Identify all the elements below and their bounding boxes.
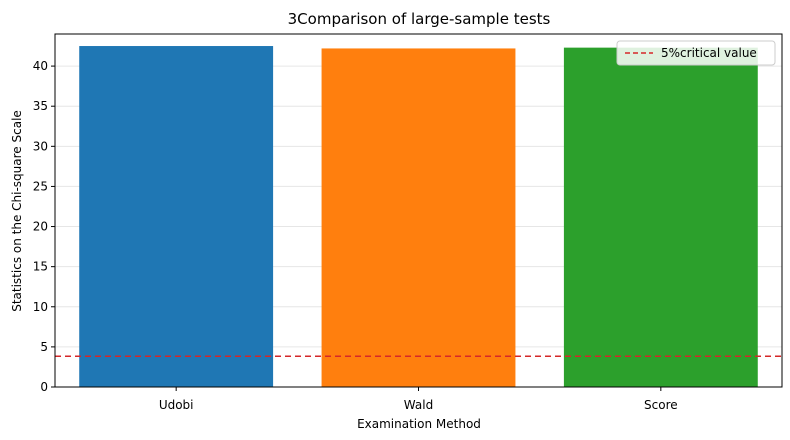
bars <box>79 46 758 388</box>
bar-udobi <box>79 46 274 388</box>
x-axis-label: Examination Method <box>357 417 481 431</box>
y-axis-ticks: 0 5 10 15 20 25 30 35 40 <box>33 59 55 394</box>
legend-box <box>616 40 776 66</box>
y-tick-label: 30 <box>33 139 48 153</box>
x-tick-label: Score <box>644 398 678 412</box>
y-tick-label: 10 <box>33 300 48 314</box>
y-tick-label: 20 <box>33 220 48 234</box>
bar-wald <box>321 48 516 387</box>
y-tick-label: 5 <box>40 340 48 354</box>
bar-score <box>563 47 758 387</box>
y-tick-label: 0 <box>40 380 48 394</box>
y-tick-label: 35 <box>33 99 48 113</box>
y-tick-label: 40 <box>33 59 48 73</box>
y-axis-label: Statistics on the Chi-square Scale <box>10 110 24 312</box>
chart-title: 3Comparison of large-sample tests <box>288 10 551 28</box>
x-axis-ticks: Udobi Wald Score <box>159 387 678 412</box>
y-tick-label: 25 <box>33 179 48 193</box>
legend-label: 5%critical value <box>661 46 757 60</box>
x-tick-label: Wald <box>404 398 433 412</box>
legend: 5%critical value <box>616 40 776 66</box>
y-tick-label: 15 <box>33 260 48 274</box>
x-tick-label: Udobi <box>159 398 194 412</box>
